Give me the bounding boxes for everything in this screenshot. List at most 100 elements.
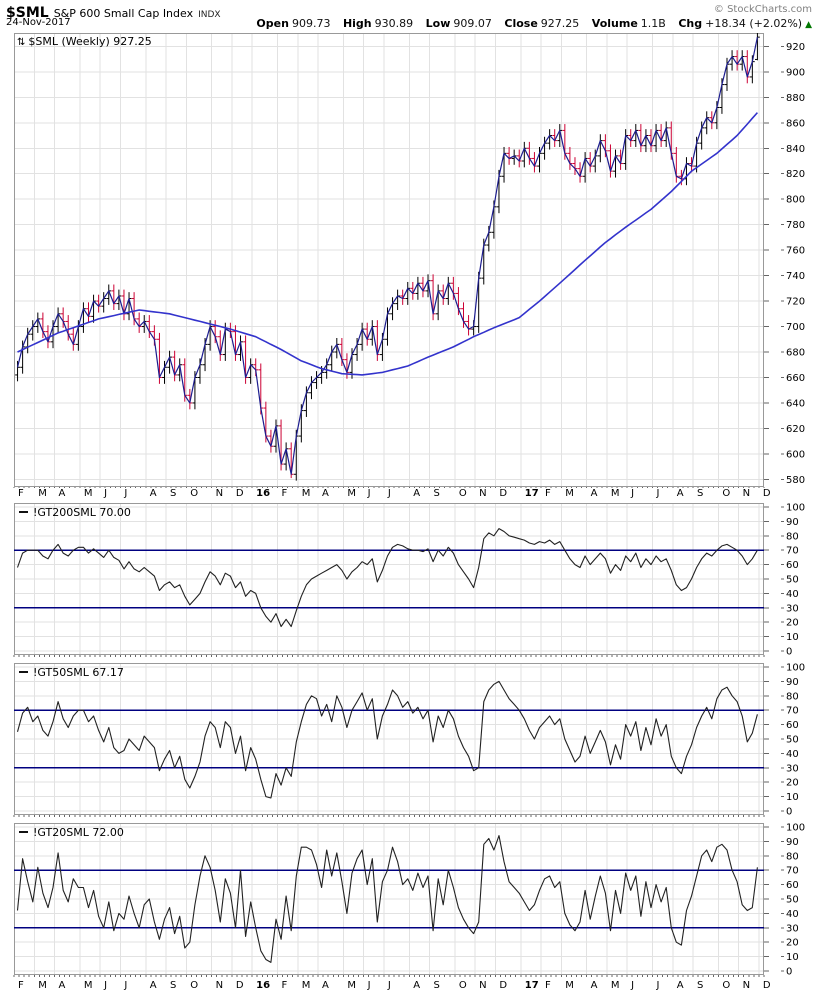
month-label: O — [722, 488, 731, 499]
down-bars — [40, 50, 750, 479]
month-label: N — [479, 488, 487, 499]
gt20-legend-text: !GT20SML 72.00 — [33, 826, 124, 839]
month-label: F — [545, 980, 551, 991]
y-tick-label: 40 — [786, 749, 799, 760]
y-tick-label: 880 — [786, 93, 805, 104]
month-label: J — [367, 488, 371, 499]
month-label: M — [83, 980, 93, 991]
month-label: M — [301, 488, 311, 499]
indicator-line-icon — [19, 831, 28, 833]
y-tick-label: 580 — [786, 475, 805, 486]
y-tick-label: 860 — [786, 118, 805, 129]
month-label: M — [83, 488, 93, 499]
week-ticks — [13, 655, 765, 657]
gt200-panel: 0 10 20 30 40 50 60 70 80 90 100 — [13, 503, 805, 658]
price-chart: 580 600 620 640 660 680 700 720 740 760 780 800 820 8… — [13, 33, 805, 488]
month-label: D — [499, 980, 508, 991]
plot-border — [14, 823, 764, 975]
month-label: M — [565, 488, 574, 499]
threshold-lines — [14, 709, 764, 769]
y-axis-labels: 0 10 20 30 40 50 60 70 80 90 100 — [786, 503, 805, 658]
month-label: A — [590, 488, 598, 499]
y-tick-label: 80 — [786, 691, 799, 702]
month-label: A — [58, 980, 66, 991]
y-tick-label: 10 — [786, 952, 799, 963]
month-label: 17 — [524, 488, 539, 499]
moving-average-line — [17, 112, 758, 376]
y-tick-label: 780 — [786, 220, 805, 231]
month-label: A — [322, 488, 329, 499]
gt50-legend: !GT50SML 67.17 — [19, 666, 124, 679]
gt20-panel: 0 10 20 30 40 50 60 70 80 90 100 — [13, 823, 805, 978]
y-tick-label: 80 — [786, 531, 799, 542]
gridlines — [14, 34, 764, 486]
week-ticks — [13, 815, 765, 817]
y-tick-label: 840 — [786, 144, 805, 155]
y-tick-label: 10 — [786, 632, 799, 643]
change-up-triangle-icon: ▲ — [805, 20, 812, 30]
month-label: S — [170, 980, 177, 991]
close-price-line — [16, 36, 758, 475]
month-label: F — [545, 488, 551, 499]
month-label: F — [18, 488, 24, 499]
y-tick-label: 30 — [786, 603, 799, 614]
month-label: S — [697, 488, 704, 499]
chg-value: +18.34 (+2.02%) — [705, 17, 803, 30]
month-label: S — [697, 980, 704, 991]
y-tick-label: 50 — [786, 735, 799, 746]
y-axis-ticks — [764, 826, 784, 972]
symbol-name: S&P 600 Small Cap Index — [53, 7, 194, 20]
month-label: A — [413, 980, 421, 991]
y-tick-label: 60 — [786, 560, 799, 571]
updown-arrows-icon: ⇅ — [17, 37, 26, 48]
y-tick-label: 60 — [786, 720, 799, 731]
month-label: D — [762, 980, 771, 991]
month-label: N — [742, 488, 751, 499]
month-label: J — [124, 980, 128, 991]
y-tick-label: 30 — [786, 923, 799, 934]
month-label: O — [458, 980, 467, 991]
chart-header: $SML S&P 600 Small Cap Index INDX — [6, 2, 814, 21]
month-label: M — [301, 980, 311, 991]
y-tick-label: 0 — [786, 967, 792, 978]
month-label: 16 — [256, 980, 271, 991]
symbol: $SML — [6, 5, 49, 21]
month-label: N — [215, 488, 224, 499]
indicator-line-icon — [19, 511, 28, 513]
month-label: A — [149, 488, 157, 499]
y-tick-label: 90 — [786, 517, 799, 528]
month-label: J — [104, 488, 108, 499]
quote-bar: 24-Nov-2017 Open 909.73 High 930.89 Low 909… — [6, 17, 812, 31]
month-label: J — [104, 980, 108, 991]
gt200-legend: !GT200SML 70.00 — [19, 506, 131, 519]
threshold-lines — [14, 549, 764, 609]
month-label: A — [58, 488, 66, 499]
y-tick-label: 800 — [786, 195, 805, 206]
indicator-line — [16, 835, 758, 963]
open-label: Open — [256, 17, 289, 30]
y-tick-label: 60 — [786, 880, 799, 891]
month-label: F — [281, 980, 288, 991]
month-label: J — [387, 488, 391, 499]
plot-border — [14, 33, 764, 487]
y-tick-label: 80 — [786, 851, 799, 862]
month-label: D — [762, 488, 771, 499]
month-label: 17 — [524, 980, 539, 991]
y-tick-label: 50 — [786, 895, 799, 906]
month-label: D — [235, 980, 244, 991]
month-label: J — [656, 980, 660, 991]
month-label: N — [479, 980, 487, 991]
y-tick-label: 0 — [786, 647, 792, 658]
month-label: A — [590, 980, 598, 991]
month-label: F — [281, 488, 288, 499]
gt50-legend-text: !GT50SML 67.17 — [33, 666, 124, 679]
y-tick-label: 70 — [786, 866, 799, 877]
gt50-panel: 0 10 20 30 40 50 60 70 80 90 100 — [13, 663, 805, 818]
y-tick-label: 100 — [786, 503, 805, 514]
month-label: 16 — [256, 488, 271, 499]
y-tick-label: 740 — [786, 271, 805, 282]
y-tick-label: 100 — [786, 823, 805, 834]
y-tick-label: 0 — [786, 807, 792, 818]
y-tick-label: 620 — [786, 424, 805, 435]
open-value: 909.73 — [291, 17, 331, 30]
